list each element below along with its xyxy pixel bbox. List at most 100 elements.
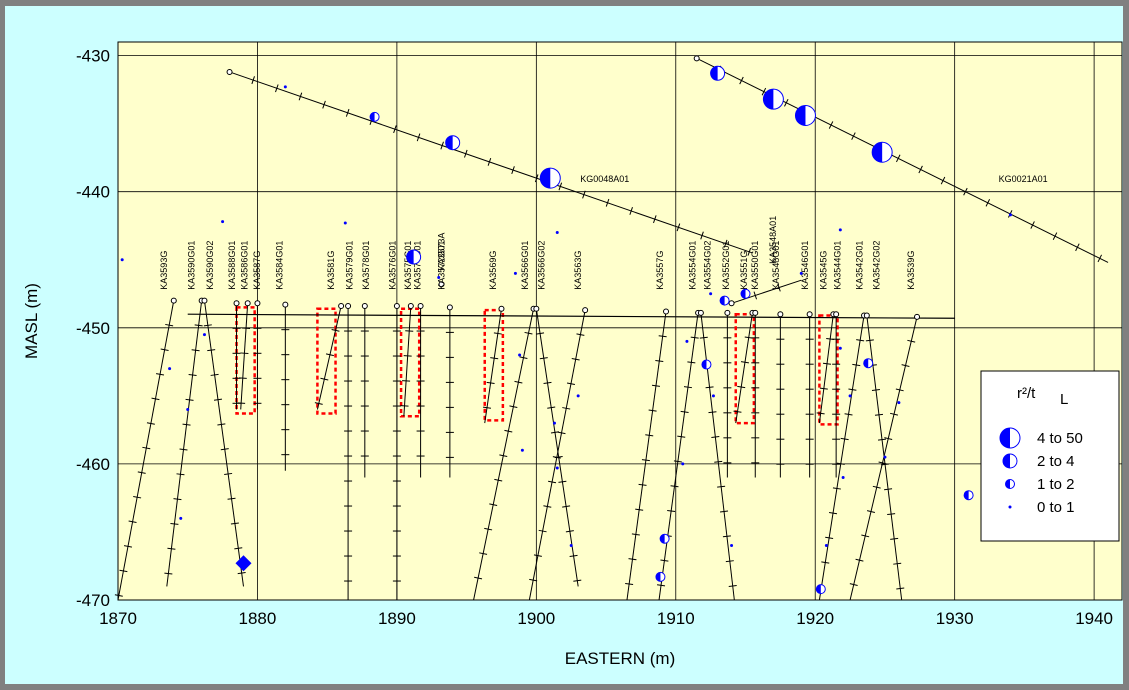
borehole-tick [227,497,236,500]
borehole-tick [856,339,865,342]
data-point [762,88,784,110]
borehole-tick [918,165,923,174]
borehole-tick [687,361,696,364]
marker-fill [445,135,453,150]
borehole-tick [325,353,334,357]
borehole-tick [486,381,495,385]
data-point [539,167,561,189]
borehole: KA3578G01 [360,241,371,478]
borehole-tick [547,406,556,409]
legend-box [980,370,1120,542]
borehole-label: KA3574G01 [413,241,423,290]
borehole-label: KA3545G [818,251,828,290]
borehole-tick [402,380,411,382]
legend-marker [1008,505,1012,509]
borehole-tick [711,436,720,438]
borehole: KA3566G02 [533,241,582,587]
borehole-tick [825,536,834,539]
marker-fill [741,289,746,299]
x-tick-label: 1900 [517,609,555,628]
borehole-tick [877,438,887,441]
borehole-tick [1052,232,1058,240]
x-tick-label: 1930 [936,609,974,628]
borehole-tick [573,579,582,582]
data-point [655,571,666,582]
borehole-tick [747,247,752,256]
borehole-tick [740,361,749,364]
borehole-tick [777,283,781,292]
borehole-line [117,300,175,601]
borehole-tick [179,448,188,451]
data-point [963,490,974,501]
borehole-tick [533,554,542,557]
borehole-label: KA3548G01 [771,241,781,290]
borehole-tick [822,362,832,365]
marker-dot [709,292,713,296]
borehole-tick [896,587,905,590]
borehole-tick [849,583,858,586]
data-point [799,271,803,275]
borehole-collar [233,300,240,307]
marker-dot [179,516,183,520]
borehole-tick [484,527,493,531]
borehole-collar [361,303,368,310]
borehole-tick [474,576,483,580]
borehole-tick [832,487,841,490]
borehole-label: KA3573A [436,233,446,271]
legend: r²/t L 4 to 50 2 to 4 1 to 2 0 to 1 [980,370,1120,542]
borehole-tick [884,437,893,440]
borehole-label: KA3581G [326,251,336,290]
borehole: KA3593G [114,251,177,601]
borehole-tick [851,132,856,140]
data-point [824,544,828,548]
borehole-tick [151,397,160,401]
data-point [406,249,422,265]
borehole: KA3572G01 [436,241,454,478]
borehole-tick [176,473,185,476]
data-point [815,584,826,595]
borehole-collar [914,313,921,320]
data-point [710,65,726,81]
borehole: KA3576G01 [387,241,401,600]
borehole-tick [728,585,737,587]
borehole-tick [550,431,559,434]
borehole-tick [234,547,243,550]
borehole-collar [446,304,453,311]
highlight-box [316,307,337,415]
legend-marker [999,427,1021,449]
borehole-collar [752,309,759,316]
borehole: KA3548G01 [771,241,785,478]
marker-dot [883,455,887,459]
legend-label: 4 to 50 [1037,430,1083,447]
data-point [863,358,874,369]
borehole-label: KG0021A01 [999,174,1048,184]
borehole-tick [719,510,729,513]
borehole-collar [806,311,813,318]
borehole-tick [673,460,682,463]
borehole-tick [565,530,574,533]
marker-dot [552,421,556,425]
diamond-marker [235,555,252,572]
borehole-tick [658,335,667,338]
data-point [179,516,183,520]
borehole-tick [552,456,561,459]
marker-dot [1008,213,1012,217]
plot-area [117,41,1123,601]
borehole-tick [840,437,849,441]
borehole-tick [529,578,538,582]
borehole-tick [400,405,409,407]
borehole-tick [676,223,681,232]
borehole-label: KA3542G01 [855,241,865,290]
data-point [719,295,730,306]
marker-dot [1008,505,1012,509]
borehole-tick [901,364,910,367]
borehole: KA3569G [482,251,505,424]
chart-frame: KG0048A01 KG0021A01 KA3593G KA3590G01 KA3590… [5,6,1123,684]
borehole-collar [582,307,589,314]
marker-fill [1005,479,1010,489]
borehole-collar [393,303,400,310]
data-point [569,544,573,548]
borehole-collar [728,300,735,307]
marker-fill [1000,428,1010,448]
borehole-line [203,300,244,587]
